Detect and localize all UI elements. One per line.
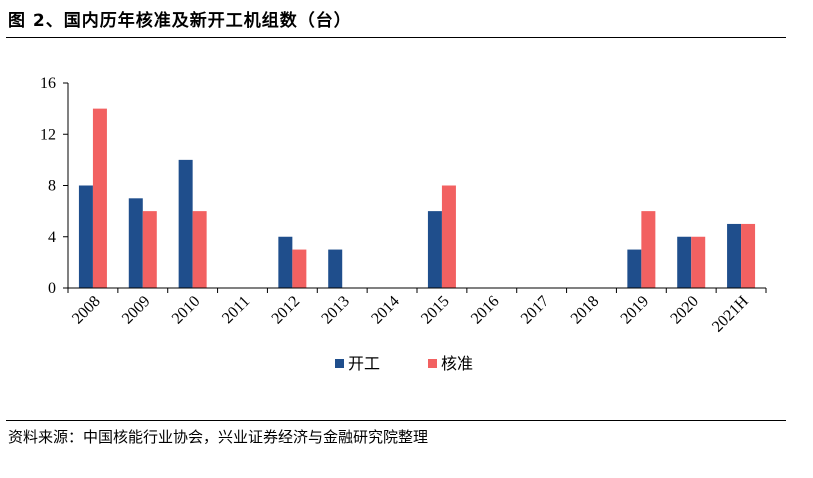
x-tick-label-2017: 2017: [518, 293, 553, 328]
bar-hezhun-2012: [292, 249, 307, 288]
source-divider: [6, 420, 786, 421]
axes-layer: 0 4 8 12 16 2008 2009 2010 2011 2012 2013 2014 2015 2…: [40, 75, 767, 336]
legend-swatch-kaigong: [335, 359, 344, 368]
bar-kaigong-2021H: [727, 223, 742, 288]
bar-hezhun-2009: [142, 211, 157, 288]
y-tick-label-8: 8: [48, 178, 56, 195]
chart-title: 图 2、国内历年核准及新开工机组数（台）: [8, 11, 352, 31]
y-tick-label-0: 0: [48, 280, 56, 297]
bar-hezhun-2020: [691, 236, 706, 288]
x-tick-label-2021H: 2021H: [709, 292, 752, 335]
x-tick-label-2008: 2008: [69, 293, 104, 328]
bar-hezhun-2015: [441, 185, 456, 288]
bar-kaigong-2013: [328, 249, 343, 288]
bar-hezhun-2010: [192, 211, 207, 288]
x-tick-label-2016: 2016: [468, 293, 503, 328]
x-tick-label-2011: 2011: [219, 293, 253, 327]
x-tick-label-2012: 2012: [269, 293, 304, 328]
title-divider: [6, 37, 786, 38]
legend-swatch-hezhun: [428, 359, 437, 368]
source-note: 资料来源：中国核能行业协会，兴业证券经济与金融研究院整理: [8, 428, 429, 446]
legend-label-kaigong: 开工: [348, 354, 380, 373]
bar-hezhun-2008: [92, 108, 107, 288]
legend: 开工 核准: [335, 354, 473, 373]
bar-kaigong-2008: [78, 185, 93, 288]
bar-kaigong-2009: [128, 198, 143, 288]
bar-kaigong-2019: [627, 249, 642, 288]
y-tick-label-16: 16: [40, 75, 56, 92]
bars-layer: [78, 108, 756, 288]
bar-kaigong-2010: [178, 159, 193, 288]
bar-kaigong-2012: [278, 236, 293, 288]
bar-hezhun-2019: [641, 211, 656, 288]
y-tick-label-4: 4: [48, 229, 56, 246]
x-tick-label-2019: 2019: [618, 293, 653, 328]
legend-label-hezhun: 核准: [441, 354, 473, 373]
x-tick-label-2010: 2010: [169, 293, 204, 328]
y-tick-label-12: 12: [40, 126, 56, 143]
bar-kaigong-2015: [427, 211, 442, 288]
x-tick-label-2009: 2009: [119, 293, 154, 328]
bar-kaigong-2020: [677, 236, 692, 288]
x-tick-label-2014: 2014: [368, 293, 403, 328]
x-tick-label-2013: 2013: [318, 293, 353, 328]
x-tick-label-2015: 2015: [418, 293, 453, 328]
x-tick-label-2020: 2020: [667, 293, 702, 328]
x-tick-label-2018: 2018: [568, 293, 603, 328]
bar-hezhun-2021H: [741, 223, 756, 288]
